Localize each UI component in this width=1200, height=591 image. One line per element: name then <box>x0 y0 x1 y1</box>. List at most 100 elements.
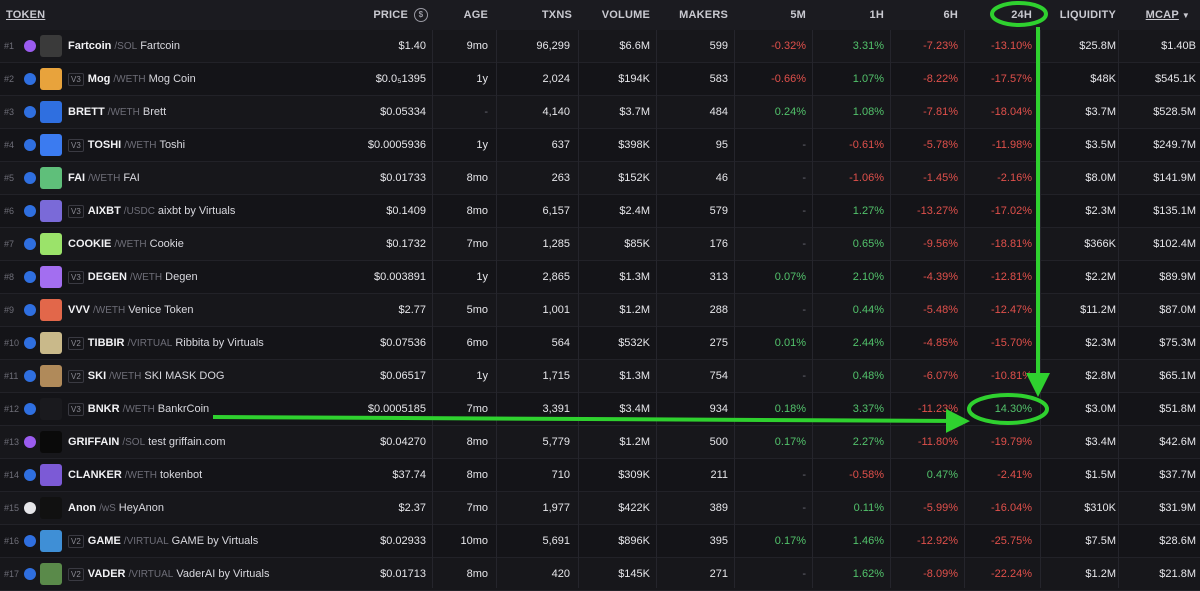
version-badge: V3 <box>68 204 84 218</box>
table-row[interactable]: #10 V2 TIBBIR/VIRTUAL Ribbita by Virtuals $0… <box>0 327 1200 360</box>
change-6h-cell: -4.39% <box>923 271 958 283</box>
header-1h[interactable]: 1H <box>869 9 884 21</box>
token-cell[interactable]: Fartcoin/SOL Fartcoin <box>68 30 358 62</box>
table-row[interactable]: #1 Fartcoin/SOL Fartcoin $1.40 9mo 96,299 $6.6… <box>0 30 1200 63</box>
token-cell[interactable]: V3 AIXBT/USDC aixbt by Virtuals <box>68 195 358 227</box>
mcap-cell: $102.4M <box>1153 238 1196 250</box>
table-row[interactable]: #17 V2 VADER/VIRTUAL VaderAI by Virtuals $0.… <box>0 558 1200 591</box>
token-cell[interactable]: V2 TIBBIR/VIRTUAL Ribbita by Virtuals <box>68 327 358 359</box>
table-row[interactable]: #13 GRIFFAIN/SOL test griffain.com $0.04270… <box>0 426 1200 459</box>
price-cell: $37.74 <box>392 469 426 481</box>
table-row[interactable]: #8 V3 DEGEN/WETH Degen $0.003891 1y 2,865 $1.3M… <box>0 261 1200 294</box>
rank-label: #1 <box>4 41 15 51</box>
column-divider <box>734 30 735 588</box>
change-1h-cell: 0.65% <box>852 238 884 250</box>
token-cell[interactable]: V3 BNKR/WETH BankrCoin <box>68 393 358 425</box>
header-age[interactable]: AGE <box>463 9 488 21</box>
table-header: TOKEN PRICE $ AGE TXNS VOLUME MAKERS 5M … <box>0 0 1200 31</box>
table-row[interactable]: #15 Anon/wS HeyAnon $2.37 7mo 1,977 $422K 389 - 0… <box>0 492 1200 525</box>
header-txns[interactable]: TXNS <box>541 9 572 21</box>
table-row[interactable]: #2 V3 Mog/WETH Mog Coin $0.0₅1395 1y 2,024 $194… <box>0 63 1200 96</box>
makers-cell: 271 <box>709 568 728 580</box>
change-24h-cell: -18.81% <box>991 238 1032 250</box>
header-makers[interactable]: MAKERS <box>679 9 728 21</box>
mcap-cell: $51.8M <box>1159 403 1196 415</box>
mcap-cell: $249.7M <box>1153 139 1196 151</box>
rank-label: #15 <box>4 503 20 513</box>
header-5m[interactable]: 5M <box>790 9 806 21</box>
table-row[interactable]: #14 CLANKER/WETH tokenbot $37.74 8mo 710 $309K… <box>0 459 1200 492</box>
token-pair: /USDC <box>123 206 155 217</box>
table-row[interactable]: #9 VVV/WETH Venice Token $2.77 5mo 1,001 $1.2M… <box>0 294 1200 327</box>
header-price[interactable]: PRICE <box>330 0 408 30</box>
token-cell[interactable]: V2 VADER/VIRTUAL VaderAI by Virtuals <box>68 558 358 590</box>
token-cell[interactable]: COOKIE/WETH Cookie <box>68 228 358 260</box>
header-liquidity[interactable]: LIQUIDITY <box>1059 9 1116 21</box>
token-cell[interactable]: GRIFFAIN/SOL test griffain.com <box>68 426 358 458</box>
column-divider <box>496 30 497 588</box>
token-cell[interactable]: BRETT/WETH Brett <box>68 96 358 128</box>
header-6h[interactable]: 6H <box>943 9 958 21</box>
change-24h-cell: -25.75% <box>991 535 1032 547</box>
solana-chain-icon <box>24 40 36 52</box>
token-cell[interactable]: FAI/WETH FAI <box>68 162 358 194</box>
table-row[interactable]: #11 V2 SKI/WETH SKI MASK DOG $0.06517 1y 1,715… <box>0 360 1200 393</box>
token-cell[interactable]: V3 TOSHI/WETH Toshi <box>68 129 358 161</box>
price-cell: $0.0₅1395 <box>375 73 426 85</box>
token-cell[interactable]: VVV/WETH Venice Token <box>68 294 358 326</box>
change-24h-cell: -22.24% <box>991 568 1032 580</box>
header-volume[interactable]: VOLUME <box>601 9 650 21</box>
token-name: Ribbita by Virtuals <box>175 337 264 349</box>
age-cell: 10mo <box>460 535 488 547</box>
dollar-circle-icon[interactable]: $ <box>410 0 430 30</box>
change-5m-cell: -0.32% <box>771 40 806 52</box>
token-name: SKI MASK DOG <box>144 370 225 382</box>
token-symbol: DEGEN <box>87 271 127 283</box>
change-6h-cell: -6.07% <box>923 370 958 382</box>
table-row[interactable]: #4 V3 TOSHI/WETH Toshi $0.0005936 1y 637 $398K 9… <box>0 129 1200 162</box>
change-24h-cell: -10.81% <box>991 370 1032 382</box>
token-pair: /WETH <box>114 239 147 250</box>
token-cell[interactable]: V2 SKI/WETH SKI MASK DOG <box>68 360 358 392</box>
rank-label: #8 <box>4 272 15 282</box>
base-chain-icon <box>24 172 36 184</box>
price-cell: $0.04270 <box>380 436 426 448</box>
price-cell: $2.37 <box>398 502 426 514</box>
base-chain-icon <box>24 304 36 316</box>
volume-cell: $3.4M <box>619 403 650 415</box>
mcap-cell: $65.1M <box>1159 370 1196 382</box>
header-mcap[interactable]: MCAP ▼ <box>1122 0 1190 30</box>
base-chain-icon <box>24 337 36 349</box>
column-divider <box>1040 30 1041 588</box>
token-name: Brett <box>142 106 167 118</box>
version-badge: V2 <box>68 336 84 350</box>
volume-cell: $3.7M <box>619 106 650 118</box>
change-6h-cell: -9.56% <box>923 238 958 250</box>
table-row[interactable]: #7 COOKIE/WETH Cookie $0.1732 7mo 1,285 $85K 17… <box>0 228 1200 261</box>
volume-cell: $422K <box>618 502 650 514</box>
liquidity-cell: $25.8M <box>1079 40 1116 52</box>
age-cell: - <box>484 106 488 118</box>
table-row[interactable]: #12 V3 BNKR/WETH BankrCoin $0.0005185 7mo 3,39… <box>0 393 1200 426</box>
token-cell[interactable]: V3 Mog/WETH Mog Coin <box>68 63 358 95</box>
token-cell[interactable]: CLANKER/WETH tokenbot <box>68 459 358 491</box>
txns-cell: 564 <box>551 337 570 349</box>
token-cell[interactable]: V2 GAME/VIRTUAL GAME by Virtuals <box>68 525 358 557</box>
table-row[interactable]: #5 FAI/WETH FAI $0.01733 8mo 263 $152K 46 - -1.06… <box>0 162 1200 195</box>
table-row[interactable]: #6 V3 AIXBT/USDC aixbt by Virtuals $0.1409 8m… <box>0 195 1200 228</box>
txns-cell: 5,779 <box>542 436 570 448</box>
table-row[interactable]: #16 V2 GAME/VIRTUAL GAME by Virtuals $0.0293… <box>0 525 1200 558</box>
age-cell: 7mo <box>466 403 488 415</box>
change-6h-cell: -1.45% <box>923 172 958 184</box>
header-token[interactable]: TOKEN <box>6 9 46 21</box>
header-price-label: PRICE <box>373 9 408 21</box>
age-cell: 8mo <box>466 436 488 448</box>
token-cell[interactable]: Anon/wS HeyAnon <box>68 492 358 524</box>
token-cell[interactable]: V3 DEGEN/WETH Degen <box>68 261 358 293</box>
sort-desc-icon[interactable]: ▼ <box>1181 11 1190 20</box>
header-24h[interactable]: 24H <box>1011 9 1032 21</box>
table-row[interactable]: #3 BRETT/WETH Brett $0.05334 - 4,140 $3.7M 484 0… <box>0 96 1200 129</box>
change-5m-cell: - <box>802 172 806 184</box>
volume-cell: $1.3M <box>619 271 650 283</box>
rank-label: #11 <box>4 371 19 381</box>
